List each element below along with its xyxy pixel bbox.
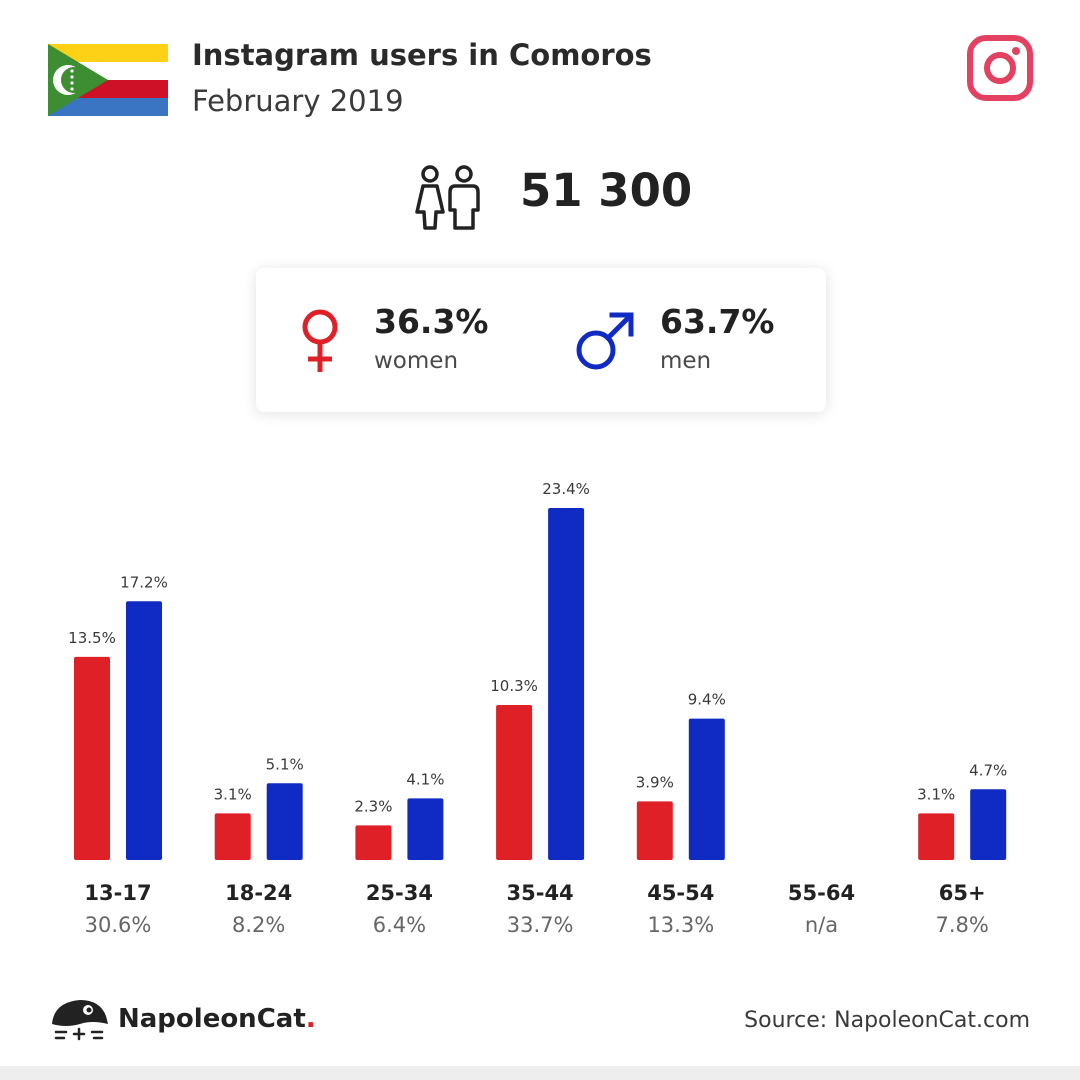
data-label: 17.2% bbox=[120, 573, 168, 591]
bar-18-24-series-1 bbox=[266, 783, 303, 860]
data-label: 9.4% bbox=[688, 691, 726, 709]
comoros-flag-icon bbox=[48, 44, 168, 116]
bar-13-17-series-0 bbox=[74, 656, 110, 860]
bar-18-24-series-0 bbox=[214, 813, 251, 860]
data-label: 3.1% bbox=[917, 785, 955, 803]
bottom-strip bbox=[0, 1066, 1080, 1080]
bar-45-54-series-1 bbox=[688, 718, 725, 860]
brand-name: NapoleonCat. bbox=[118, 1004, 316, 1034]
female-symbol-icon bbox=[302, 309, 338, 372]
men-percent: 63.7% bbox=[660, 302, 775, 341]
category-total: 7.8% bbox=[936, 913, 989, 937]
brand-name-text: NapoleonCat bbox=[118, 1004, 306, 1034]
bar-65+-series-0 bbox=[918, 813, 955, 860]
instagram-icon bbox=[967, 35, 1033, 101]
people-icon bbox=[415, 165, 480, 230]
brand-dot: . bbox=[305, 1004, 316, 1034]
category-label: 55-64 bbox=[788, 881, 855, 905]
data-label: 2.3% bbox=[354, 797, 392, 815]
napoleoncat-logo-icon bbox=[52, 1000, 108, 1041]
men-label: men bbox=[660, 348, 712, 374]
age-gender-bar-chart: 13.5% 17.2% 13-17 30.6% 3.1% 5.1% 18-24 8.2% 2.3… bbox=[68, 480, 1007, 937]
bar-65+-series-1 bbox=[970, 789, 1007, 860]
bar-25-34-series-0 bbox=[355, 825, 392, 860]
category-total: 30.6% bbox=[85, 913, 152, 937]
women-label: women bbox=[374, 348, 459, 374]
source-text: Source: NapoleonCat.com bbox=[744, 1008, 1030, 1033]
category-total: 13.3% bbox=[647, 913, 714, 937]
category-total: 6.4% bbox=[373, 913, 426, 937]
bar-45-54-series-0 bbox=[636, 801, 673, 860]
category-label: 35-44 bbox=[507, 881, 574, 905]
data-label: 4.7% bbox=[969, 761, 1007, 779]
data-label: 13.5% bbox=[68, 629, 116, 647]
category-total: 8.2% bbox=[232, 913, 285, 937]
bar-25-34-series-1 bbox=[407, 798, 444, 860]
category-label: 25-34 bbox=[366, 881, 433, 905]
male-symbol-icon bbox=[576, 312, 634, 370]
bar-35-44-series-1 bbox=[548, 508, 585, 860]
category-label: 13-17 bbox=[84, 881, 151, 905]
total-users-value: 51 300 bbox=[520, 164, 693, 217]
category-total: 33.7% bbox=[507, 913, 574, 937]
data-label: 10.3% bbox=[490, 677, 538, 695]
category-label: 45-54 bbox=[647, 881, 714, 905]
category-label: 18-24 bbox=[225, 881, 292, 905]
data-label: 3.1% bbox=[214, 785, 252, 803]
bar-13-17-series-1 bbox=[126, 601, 162, 860]
women-percent: 36.3% bbox=[374, 302, 489, 341]
data-label: 4.1% bbox=[406, 770, 444, 788]
category-total: n/a bbox=[805, 913, 838, 937]
data-label: 5.1% bbox=[266, 755, 304, 773]
data-label: 23.4% bbox=[542, 480, 590, 498]
page-title: Instagram users in Comoros bbox=[192, 38, 652, 72]
category-label: 65+ bbox=[939, 881, 986, 905]
gender-split-card: 36.3% women 63.7% men bbox=[256, 268, 826, 412]
bar-35-44-series-0 bbox=[496, 705, 533, 860]
page-subtitle: February 2019 bbox=[192, 84, 404, 118]
data-label: 3.9% bbox=[636, 773, 674, 791]
